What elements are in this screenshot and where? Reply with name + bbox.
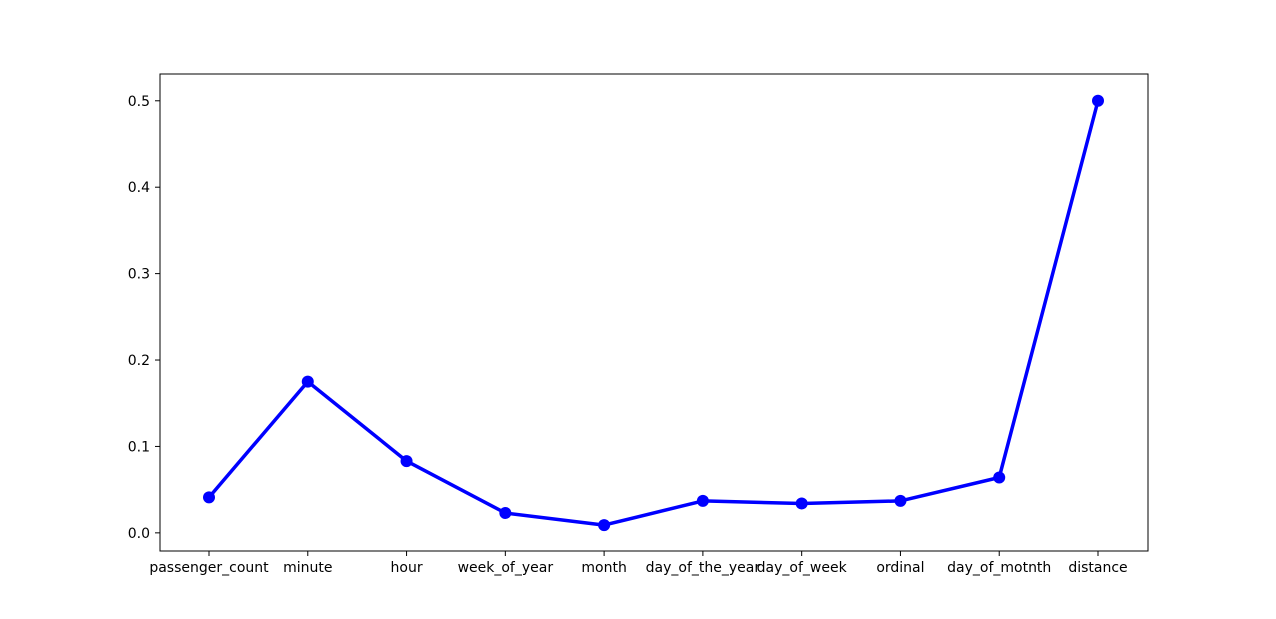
data-point [598,519,611,532]
data-point [1092,94,1104,107]
data-point [301,375,314,388]
y-axis: 0.0 0.1 0.2 0.3 0.4 0.5 [128,94,160,542]
data-point [400,455,413,468]
x-tick-label: month [581,560,626,576]
x-tick-label: minute [283,560,332,576]
data-point [795,497,808,510]
y-tick-label: 0.5 [128,94,150,110]
data-point [696,494,709,507]
x-tick-label: hour [391,560,423,576]
data-point [499,506,512,519]
series-polyline [207,99,1100,527]
series-line [203,94,1104,532]
y-tick-label: 0.0 [128,526,150,542]
y-tick-label: 0.2 [128,353,150,369]
x-tick-label: distance [1068,560,1127,576]
x-tick-label: ordinal [876,560,924,576]
data-point [894,494,907,507]
data-point [203,491,215,504]
x-tick-label: passenger_count [149,560,269,576]
x-axis: passenger_count minute hour week_of_year mon… [149,551,1128,576]
y-tick-label: 0.1 [128,439,150,455]
x-tick-label: week_of_year [458,560,554,576]
plot-area [159,73,1149,552]
x-tick-label: day_of_week [757,560,848,576]
x-tick-label: day_of_the_year [646,560,761,576]
y-tick-label: 0.4 [128,180,150,196]
data-point [993,471,1006,484]
x-tick-label: day_of_motnth [947,560,1051,576]
y-tick-label: 0.3 [128,267,150,283]
